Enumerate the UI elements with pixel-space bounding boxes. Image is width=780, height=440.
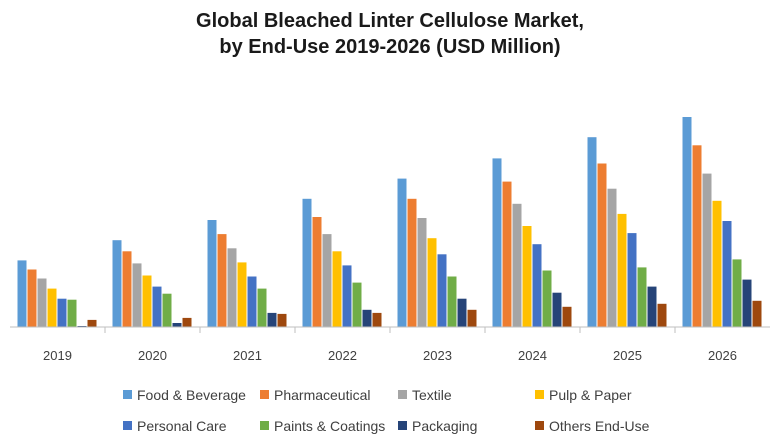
bar-2020-2: [132, 263, 142, 327]
bar-2020-6: [172, 323, 182, 327]
bar-2025-5: [637, 267, 647, 327]
bar-2024-6: [552, 292, 562, 327]
bar-2024-3: [522, 226, 532, 327]
bar-2023-4: [437, 254, 447, 327]
bar-2020-4: [152, 286, 162, 327]
legend-swatch: [123, 390, 132, 399]
bar-2019-4: [57, 298, 67, 327]
bar-2021-7: [277, 313, 287, 327]
bar-2019-3: [47, 288, 57, 327]
bar-2026-1: [692, 145, 702, 327]
legend-swatch: [535, 390, 544, 399]
x-tick-label: 2026: [708, 348, 737, 363]
bar-2020-0: [112, 240, 122, 327]
bar-2026-7: [752, 300, 762, 327]
bar-2024-1: [502, 181, 512, 327]
bar-2023-3: [427, 238, 437, 327]
legend-item: Personal Care: [123, 418, 227, 434]
bar-2021-6: [267, 312, 277, 327]
bar-2022-7: [372, 312, 382, 327]
bar-2022-1: [312, 217, 322, 327]
legend-label: Pharmaceutical: [274, 387, 371, 403]
legend-label: Paints & Coatings: [274, 418, 385, 434]
bar-2025-1: [597, 163, 607, 327]
x-tick-label: 2023: [423, 348, 452, 363]
bar-2025-3: [617, 213, 627, 327]
legend-swatch: [123, 421, 132, 430]
bar-2026-6: [742, 279, 752, 327]
bar-2021-2: [227, 248, 237, 327]
legend-label: Others End-Use: [549, 418, 650, 434]
legend-item: Food & Beverage: [123, 387, 246, 403]
chart-title: Global Bleached Linter Cellulose Market,…: [0, 8, 780, 60]
x-tick-label: 2024: [518, 348, 547, 363]
bar-2023-7: [467, 309, 477, 327]
bar-2022-5: [352, 282, 362, 327]
bar-2025-7: [657, 303, 667, 327]
bar-2021-3: [237, 262, 247, 327]
bar-2021-4: [247, 276, 257, 327]
chart-title-line-2: by End-Use 2019-2026 (USD Million): [219, 36, 561, 58]
bar-2025-4: [627, 233, 637, 327]
x-tick-label: 2022: [328, 348, 357, 363]
x-tick-label: 2020: [138, 348, 167, 363]
bar-2024-5: [542, 270, 552, 327]
bar-2022-4: [342, 265, 352, 327]
legend-item: Others End-Use: [535, 418, 650, 434]
legend-item: Packaging: [398, 418, 477, 434]
legend-swatch: [535, 421, 544, 430]
legend-label: Food & Beverage: [137, 387, 246, 403]
legend-swatch: [398, 390, 407, 399]
bar-2021-5: [257, 288, 267, 327]
bar-2026-5: [732, 259, 742, 327]
bar-2022-2: [322, 234, 332, 327]
x-tick-label: 2021: [233, 348, 262, 363]
bar-2019-1: [27, 269, 37, 327]
bar-2023-1: [407, 198, 417, 327]
bar-2020-1: [122, 251, 132, 327]
x-tick-label: 2025: [613, 348, 642, 363]
bar-2026-2: [702, 173, 712, 327]
bar-2022-0: [302, 198, 312, 327]
legend-swatch: [260, 421, 269, 430]
legend-label: Pulp & Paper: [549, 387, 632, 403]
legend-swatch: [260, 390, 269, 399]
bar-2026-4: [722, 221, 732, 327]
bar-2025-2: [607, 188, 617, 327]
bar-2020-5: [162, 293, 172, 327]
bar-2019-2: [37, 278, 47, 327]
bar-2024-7: [562, 306, 572, 327]
legend-item: Textile: [398, 387, 452, 403]
legend-item: Pulp & Paper: [535, 387, 632, 403]
bar-2023-6: [457, 298, 467, 327]
bar-2025-6: [647, 286, 657, 327]
bar-2021-1: [217, 234, 227, 327]
legend-label: Personal Care: [137, 418, 227, 434]
legend-label: Textile: [412, 387, 452, 403]
bar-2019-7: [87, 319, 97, 327]
chart-title-line-1: Global Bleached Linter Cellulose Market,: [196, 10, 584, 32]
bar-2024-2: [512, 203, 522, 327]
bar-2024-4: [532, 244, 542, 327]
bar-2019-5: [67, 299, 77, 327]
legend-swatch: [398, 421, 407, 430]
bar-2022-3: [332, 251, 342, 327]
legend-label: Packaging: [412, 418, 477, 434]
bar-2022-6: [362, 309, 372, 327]
bar-2026-3: [712, 200, 722, 327]
bar-2024-0: [492, 158, 502, 327]
bar-2021-0: [207, 220, 217, 327]
bar-2020-7: [182, 317, 192, 327]
bar-2020-3: [142, 275, 152, 327]
legend-item: Pharmaceutical: [260, 387, 371, 403]
bar-2019-0: [17, 260, 27, 327]
bar-2025-0: [587, 137, 597, 327]
bar-2023-2: [417, 218, 427, 327]
bar-2023-0: [397, 178, 407, 327]
x-tick-label: 2019: [43, 348, 72, 363]
legend-item: Paints & Coatings: [260, 418, 385, 434]
bar-2023-5: [447, 276, 457, 327]
bar-2026-0: [682, 117, 692, 327]
